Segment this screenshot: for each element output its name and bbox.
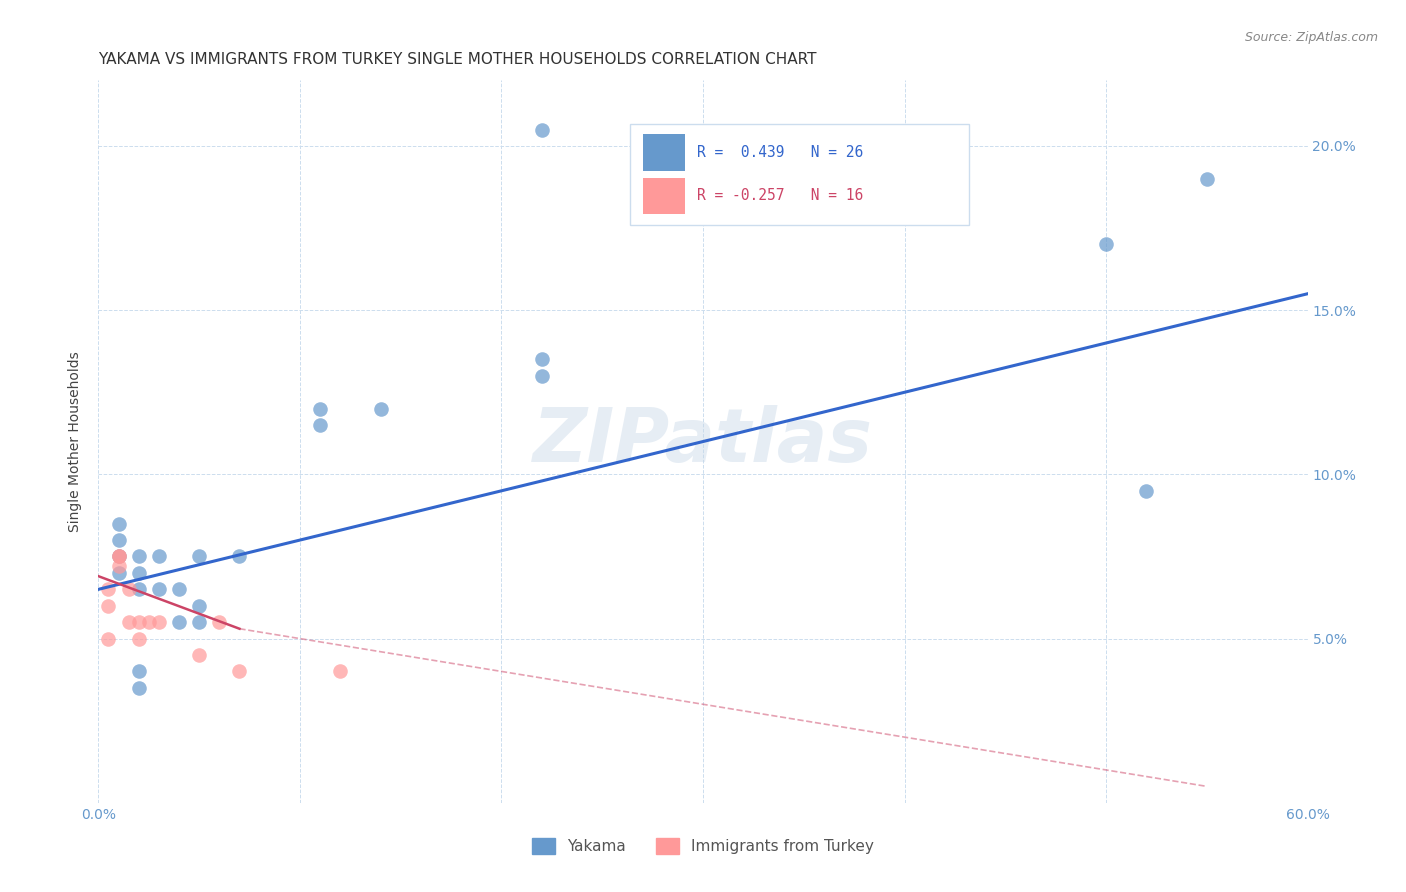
- Point: [128, 615, 150, 630]
- Point: [97, 599, 120, 613]
- Text: Source: ZipAtlas.com: Source: ZipAtlas.com: [1244, 31, 1378, 45]
- Point: [118, 615, 141, 630]
- Point: [128, 681, 150, 695]
- Point: [370, 401, 392, 416]
- Text: R =  0.439   N = 26: R = 0.439 N = 26: [697, 145, 863, 160]
- Point: [107, 566, 129, 580]
- Point: [188, 615, 211, 630]
- Point: [309, 401, 332, 416]
- Text: ZIPatlas: ZIPatlas: [533, 405, 873, 478]
- Point: [530, 122, 553, 136]
- Point: [188, 599, 211, 613]
- Point: [1195, 171, 1218, 186]
- Point: [128, 582, 150, 597]
- Legend: Yakama, Immigrants from Turkey: Yakama, Immigrants from Turkey: [526, 832, 880, 860]
- Point: [228, 549, 250, 564]
- Point: [107, 549, 129, 564]
- Point: [228, 665, 250, 679]
- Point: [167, 615, 190, 630]
- Point: [530, 352, 553, 367]
- Point: [1135, 483, 1157, 498]
- Point: [107, 533, 129, 547]
- Point: [128, 665, 150, 679]
- Point: [148, 549, 170, 564]
- Point: [118, 582, 141, 597]
- Point: [530, 368, 553, 383]
- Point: [128, 549, 150, 564]
- Point: [107, 549, 129, 564]
- Point: [128, 566, 150, 580]
- Text: R = -0.257   N = 16: R = -0.257 N = 16: [697, 188, 863, 203]
- Point: [167, 582, 190, 597]
- Point: [138, 615, 160, 630]
- Y-axis label: Single Mother Households: Single Mother Households: [69, 351, 83, 532]
- Point: [188, 648, 211, 662]
- Bar: [643, 178, 685, 214]
- Point: [148, 582, 170, 597]
- Point: [97, 582, 120, 597]
- Point: [107, 516, 129, 531]
- Point: [309, 418, 332, 433]
- Point: [148, 615, 170, 630]
- Point: [208, 615, 231, 630]
- Point: [107, 549, 129, 564]
- Text: YAKAMA VS IMMIGRANTS FROM TURKEY SINGLE MOTHER HOUSEHOLDS CORRELATION CHART: YAKAMA VS IMMIGRANTS FROM TURKEY SINGLE …: [98, 52, 817, 67]
- Bar: [630, 124, 969, 225]
- Point: [97, 632, 120, 646]
- Point: [107, 559, 129, 574]
- Point: [329, 665, 352, 679]
- Point: [128, 632, 150, 646]
- Bar: [643, 135, 685, 170]
- Point: [188, 549, 211, 564]
- Point: [1095, 237, 1118, 252]
